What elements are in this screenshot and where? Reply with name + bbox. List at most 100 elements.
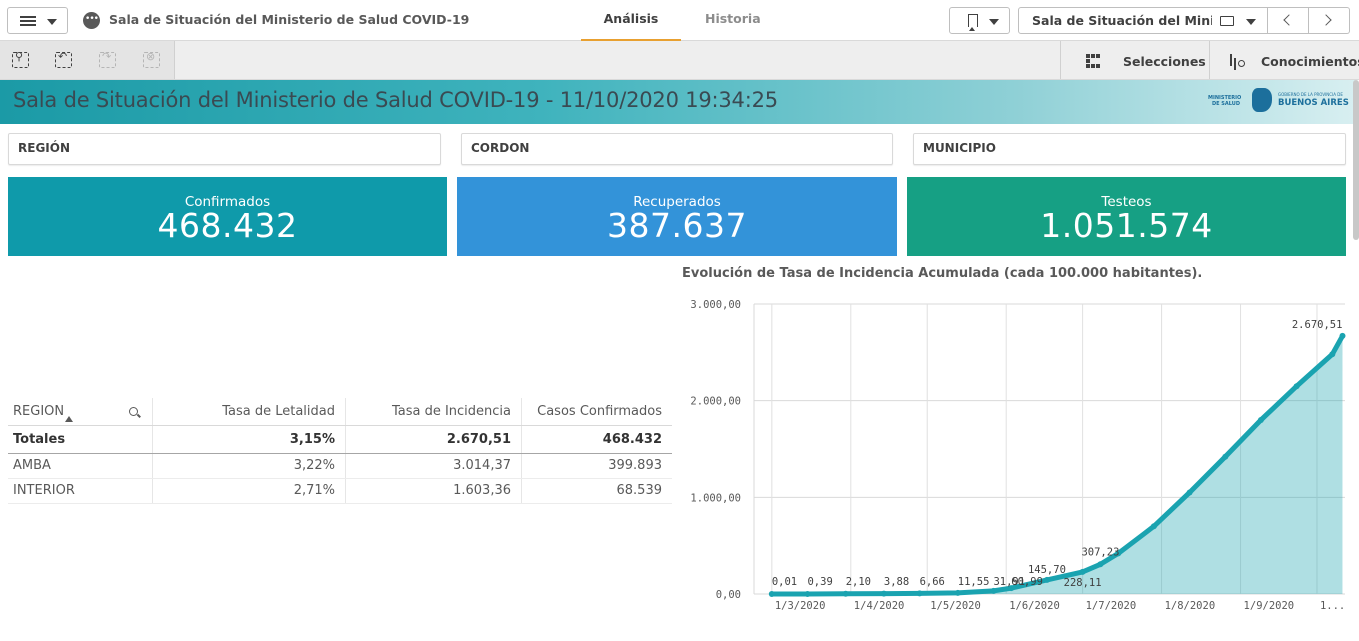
table-header-row: REGION Tasa de Letalidad Tasa de Inciden… xyxy=(8,398,672,426)
data-point xyxy=(768,591,775,597)
sort-ascending-icon xyxy=(65,416,73,422)
previous-sheet-button[interactable] xyxy=(1268,7,1309,34)
step-back-icon[interactable] xyxy=(55,50,72,68)
chart-title: Evolución de Tasa de Incidencia Acumulad… xyxy=(682,266,1203,281)
selections-button[interactable]: Selecciones xyxy=(1060,41,1209,79)
filter-cordon-label: CORDON xyxy=(471,141,530,155)
x-tick-label: 1... xyxy=(1320,600,1345,612)
bookmarks-button[interactable] xyxy=(949,7,1010,34)
column-header-casos[interactable]: Casos Confirmados xyxy=(521,398,672,425)
x-tick-label: 1/5/2020 xyxy=(930,600,981,612)
dashboard-banner: Sala de Situación del Ministerio de Salu… xyxy=(0,80,1355,124)
data-point xyxy=(880,590,887,597)
kpi-value: 1.051.574 xyxy=(1040,206,1213,245)
bookmark-icon xyxy=(968,14,978,31)
data-label: 3,88 xyxy=(884,576,909,588)
insights-icon xyxy=(1230,54,1246,68)
data-label: 2.670,51 xyxy=(1292,319,1343,331)
dashboard-title: Sala de Situación del Ministerio de Salu… xyxy=(13,88,778,112)
filter-cordon[interactable]: CORDON xyxy=(461,133,893,165)
data-point xyxy=(1186,489,1193,496)
kpi-label: Testeos xyxy=(1101,194,1152,210)
data-point xyxy=(1329,351,1336,358)
data-point xyxy=(1079,568,1086,575)
next-sheet-button[interactable] xyxy=(1309,7,1350,34)
filter-region-label: REGIÓN xyxy=(18,141,70,155)
sheet-icon xyxy=(1220,16,1234,26)
filter-municipio-label: MUNICIPIO xyxy=(923,141,996,155)
kpi-recuperados[interactable]: Recuperados 387.637 xyxy=(457,177,897,256)
filter-municipio[interactable]: MUNICIPIO xyxy=(913,133,1346,165)
chevron-down-icon xyxy=(1246,19,1256,25)
table-row[interactable]: AMBA 3,22% 3.014,37 399.893 xyxy=(8,454,672,479)
data-point xyxy=(1115,550,1122,557)
table-cell: 3.014,37 xyxy=(345,454,521,478)
data-point xyxy=(1339,332,1346,339)
data-label: 228,11 xyxy=(1064,577,1102,589)
column-header-incidencia[interactable]: Tasa de Incidencia xyxy=(345,398,521,425)
table-cell: 3,22% xyxy=(152,454,345,478)
data-label: 6,66 xyxy=(920,576,945,588)
data-point xyxy=(1293,383,1300,390)
y-tick-label: 3.000,00 xyxy=(690,299,741,311)
tab-analisis[interactable]: Análisis xyxy=(581,11,681,41)
table-cell: 2.670,51 xyxy=(345,426,521,453)
data-point xyxy=(1008,585,1015,592)
step-forward-icon[interactable] xyxy=(99,50,116,68)
kpi-label: Confirmados xyxy=(184,194,271,210)
kpi-value: 468.432 xyxy=(157,206,298,245)
data-point xyxy=(916,590,923,597)
sheet-selector[interactable]: Sala de Situación del Minist... xyxy=(1018,7,1268,34)
logo-province-text: BUENOS AIRES xyxy=(1278,98,1349,108)
table-cell[interactable]: AMBA xyxy=(13,458,51,473)
data-label: 0,01 xyxy=(772,576,797,588)
smart-search-icon[interactable] xyxy=(12,50,29,68)
insights-button[interactable]: Conocimientos xyxy=(1209,41,1359,79)
global-menu-button[interactable] xyxy=(7,7,68,34)
x-tick-label: 1/6/2020 xyxy=(1009,600,1060,612)
x-tick-label: 1/3/2020 xyxy=(775,600,826,612)
y-tick-label: 1.000,00 xyxy=(690,492,741,504)
search-icon[interactable] xyxy=(129,407,138,416)
province-map-icon xyxy=(1252,88,1272,112)
data-label: 307,23 xyxy=(1081,546,1119,558)
chevron-down-icon xyxy=(47,19,57,25)
tab-historia[interactable]: Historia xyxy=(705,11,761,26)
app-title: Sala de Situación del Ministerio de Salu… xyxy=(109,12,470,27)
filter-region[interactable]: REGIÓN xyxy=(8,133,441,165)
table-totals-row: Totales 3,15% 2.670,51 468.432 xyxy=(8,426,672,454)
selection-tools xyxy=(0,41,175,79)
data-point xyxy=(954,589,961,596)
table-cell: 1.603,36 xyxy=(345,479,521,503)
top-toolbar: ••• Sala de Situación del Ministerio de … xyxy=(0,0,1359,41)
table-cell: Totales xyxy=(13,432,66,447)
table-cell[interactable]: INTERIOR xyxy=(13,483,75,498)
selections-icon xyxy=(1086,54,1100,68)
series-area xyxy=(771,335,1343,594)
selections-label: Selecciones xyxy=(1123,54,1206,69)
kpi-testeos[interactable]: Testeos 1.051.574 xyxy=(907,177,1346,256)
insights-label: Conocimientos xyxy=(1261,54,1359,69)
table-cell: 468.432 xyxy=(521,426,672,453)
data-label: 2,10 xyxy=(846,576,871,588)
kpi-confirmados[interactable]: Confirmados 468.432 xyxy=(8,177,447,256)
page-scrollbar[interactable] xyxy=(1353,80,1359,240)
data-point xyxy=(1257,417,1264,423)
clear-selections-icon[interactable] xyxy=(143,50,160,68)
data-point xyxy=(1044,576,1050,583)
table-cell: 2,71% xyxy=(152,479,345,503)
y-tick-label: 0,00 xyxy=(716,589,741,601)
data-point xyxy=(990,587,997,594)
data-point xyxy=(1222,453,1229,460)
table-cell: 68.539 xyxy=(521,479,672,503)
incidence-area-chart[interactable]: 0,00 1.000,00 2.000,00 3.000,00 1/3/2020 1/4/… xyxy=(680,290,1352,620)
table-row[interactable]: INTERIOR 2,71% 1.603,36 68.539 xyxy=(8,479,672,504)
app-icon: ••• xyxy=(83,12,100,29)
column-header-letalidad[interactable]: Tasa de Letalidad xyxy=(152,398,345,425)
column-header-label: REGION xyxy=(13,404,65,419)
logo-ministry-text: MINISTERIO DE SALUD xyxy=(1208,95,1242,107)
data-label: 0,39 xyxy=(807,576,832,588)
data-label: 31,91 xyxy=(993,576,1025,588)
column-header-region[interactable]: REGION xyxy=(8,398,152,425)
data-label: 60,99 xyxy=(1011,576,1043,588)
